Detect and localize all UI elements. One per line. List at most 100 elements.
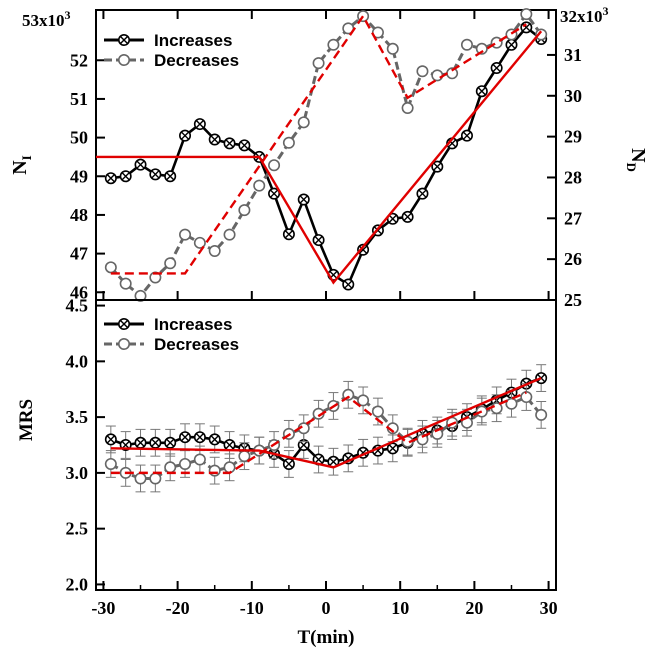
y-tick-label-left: 46	[70, 282, 88, 302]
y-tick-label-bottom: 4.5	[66, 296, 89, 316]
y-tick-label-left: 47	[70, 244, 88, 264]
data-point	[193, 118, 206, 131]
fit-line-dashed	[110, 391, 527, 475]
marker-circle	[312, 57, 325, 70]
data-point	[208, 244, 221, 257]
marker-cross	[120, 320, 128, 328]
data-point	[371, 405, 384, 418]
data-point	[386, 442, 399, 455]
data-point	[520, 21, 533, 34]
legend-marker	[118, 33, 131, 46]
marker-cross	[418, 189, 427, 198]
series-decreases	[104, 380, 548, 493]
marker-circle	[179, 457, 192, 470]
fit-line-solid	[96, 30, 543, 285]
legend-label: Increases	[154, 31, 232, 50]
marker-cross	[433, 162, 442, 171]
data-point	[193, 431, 206, 444]
marker-cross	[329, 457, 338, 466]
marker-cross	[225, 139, 234, 148]
data-point	[431, 160, 444, 173]
marker-cross	[225, 441, 234, 449]
data-point	[253, 179, 266, 192]
marker-circle	[119, 277, 132, 290]
data-point	[179, 129, 192, 142]
data-point	[134, 472, 147, 485]
marker-circle	[164, 257, 177, 270]
fit-line-solid	[110, 376, 542, 469]
data-point	[193, 236, 206, 249]
data-point	[416, 65, 429, 78]
data-point	[268, 187, 281, 200]
data-point	[134, 289, 147, 302]
data-point	[505, 397, 518, 410]
marker-circle	[193, 236, 206, 249]
y-tick-label-bottom: 2.0	[66, 574, 89, 594]
y-tick-label-right: 31	[564, 45, 582, 65]
marker-circle	[208, 244, 221, 257]
data-point	[431, 427, 444, 440]
y-tick-label-right: 28	[564, 167, 582, 187]
data-point	[282, 228, 295, 241]
x-tick-label: 30	[540, 598, 558, 618]
marker-circle	[104, 261, 117, 274]
marker-circle	[149, 472, 162, 485]
marker-cross	[507, 40, 516, 49]
marker-cross	[492, 64, 501, 72]
marker-circle	[416, 65, 429, 78]
marker-circle	[371, 405, 384, 418]
data-point	[312, 57, 325, 70]
y-tick-label-bottom: 3.0	[66, 463, 89, 483]
marker-cross	[136, 438, 145, 447]
marker-cross	[166, 438, 175, 447]
y-tick-label-bottom: 2.5	[66, 519, 89, 539]
marker-circle	[386, 42, 399, 55]
data-point	[149, 436, 162, 449]
marker-cross	[195, 433, 204, 442]
marker-cross	[285, 230, 293, 239]
marker-cross	[299, 441, 308, 449]
x-tick-label: -10	[240, 598, 264, 618]
marker-cross	[136, 160, 145, 169]
marker-circle	[282, 136, 295, 149]
marker-circle	[193, 453, 206, 466]
marker-circle	[223, 461, 236, 474]
fit-line-dashed	[110, 13, 527, 275]
x-tick-label: -30	[91, 598, 115, 618]
marker-circle	[357, 394, 370, 407]
data-point	[238, 204, 251, 217]
x-axis: -30 -20 -10 0 10 20 30 T(min)	[91, 581, 558, 648]
x-tick-label: -20	[166, 598, 190, 618]
legend-marker	[118, 317, 131, 330]
y-tick-label-left: 51	[70, 89, 88, 109]
data-point	[149, 472, 162, 485]
marker-cross	[522, 23, 531, 32]
data-point	[297, 193, 310, 206]
marker-circle	[520, 391, 533, 404]
legend-marker	[118, 337, 131, 350]
marker-circle	[297, 116, 310, 129]
legend-label: Decreases	[154, 51, 239, 70]
data-point	[104, 433, 117, 446]
data-point	[134, 158, 147, 171]
data-point	[208, 433, 221, 446]
top-panel: 46 47 48 49 50 51 52 25 26 27 28 29 30 31 53x103 32x103…	[9, 4, 649, 310]
data-point	[401, 102, 414, 115]
data-point	[312, 234, 325, 247]
marker-cross	[448, 139, 457, 148]
y-tick-label-bottom: 4.0	[66, 351, 89, 371]
marker-cross	[403, 212, 412, 221]
marker-circle	[535, 28, 548, 41]
marker-circle	[118, 337, 131, 350]
data-point	[520, 8, 533, 21]
data-point	[179, 431, 192, 444]
marker-cross	[121, 172, 130, 181]
marker-circle	[535, 408, 548, 421]
legend-label: Increases	[154, 315, 232, 334]
marker-cross	[106, 174, 115, 183]
marker-circle	[104, 457, 117, 470]
data-point	[223, 137, 236, 150]
data-point	[460, 129, 473, 142]
